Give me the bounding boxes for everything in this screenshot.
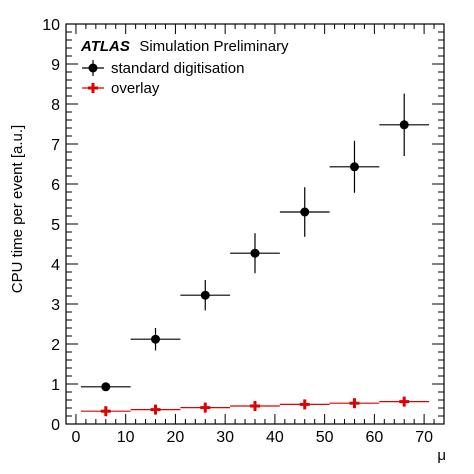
data-point xyxy=(101,382,111,392)
x-tick-label: 70 xyxy=(415,429,433,446)
plot-frame xyxy=(65,23,445,425)
x-tick-label: 50 xyxy=(316,429,334,446)
series-overlay xyxy=(80,396,430,417)
data-point xyxy=(200,290,210,300)
legend-label-standard: standard digitisation xyxy=(111,60,244,77)
x-tick-label: 30 xyxy=(216,429,234,446)
x-tick-label: 40 xyxy=(266,429,284,446)
legend-symbol xyxy=(88,63,98,73)
experiment-label: ATLAS xyxy=(80,38,130,55)
subtitle: Simulation Preliminary xyxy=(139,38,289,55)
y-tick-label: 3 xyxy=(51,297,60,314)
x-tick-label: 60 xyxy=(365,429,383,446)
series-standard-digitisation xyxy=(80,93,430,392)
legend-marker-standard xyxy=(82,60,104,76)
x-axis-title: μ xyxy=(437,447,446,464)
x-tick-label: 20 xyxy=(167,429,185,446)
y-tick-label: 9 xyxy=(51,57,60,74)
y-tick-label: 5 xyxy=(51,217,60,234)
legend-marker-overlay xyxy=(82,83,104,93)
y-tick-label: 6 xyxy=(51,177,60,194)
y-tick-label: 8 xyxy=(51,97,60,114)
chart-header: ATLAS Simulation Preliminary xyxy=(80,38,289,55)
data-point xyxy=(399,120,409,130)
x-tick-label: 10 xyxy=(117,429,135,446)
y-tick-label: 4 xyxy=(51,257,60,274)
y-tick-label: 1 xyxy=(51,377,60,394)
y-tick-label: 10 xyxy=(42,17,60,34)
y-axis-title: CPU time per event [a.u.] xyxy=(9,125,26,293)
x-tick-label: 0 xyxy=(71,429,80,446)
data-point xyxy=(151,334,161,344)
data-point xyxy=(300,207,310,217)
header-text: ATLAS Simulation Preliminary xyxy=(80,38,289,55)
y-tick-label: 7 xyxy=(51,137,60,154)
legend: standard digitisation overlay xyxy=(82,60,244,97)
data-point xyxy=(250,248,260,258)
data-point xyxy=(349,162,359,172)
y-tick-label: 2 xyxy=(51,337,60,354)
y-tick-label: 0 xyxy=(51,417,60,434)
legend-label-overlay: overlay xyxy=(111,80,160,97)
